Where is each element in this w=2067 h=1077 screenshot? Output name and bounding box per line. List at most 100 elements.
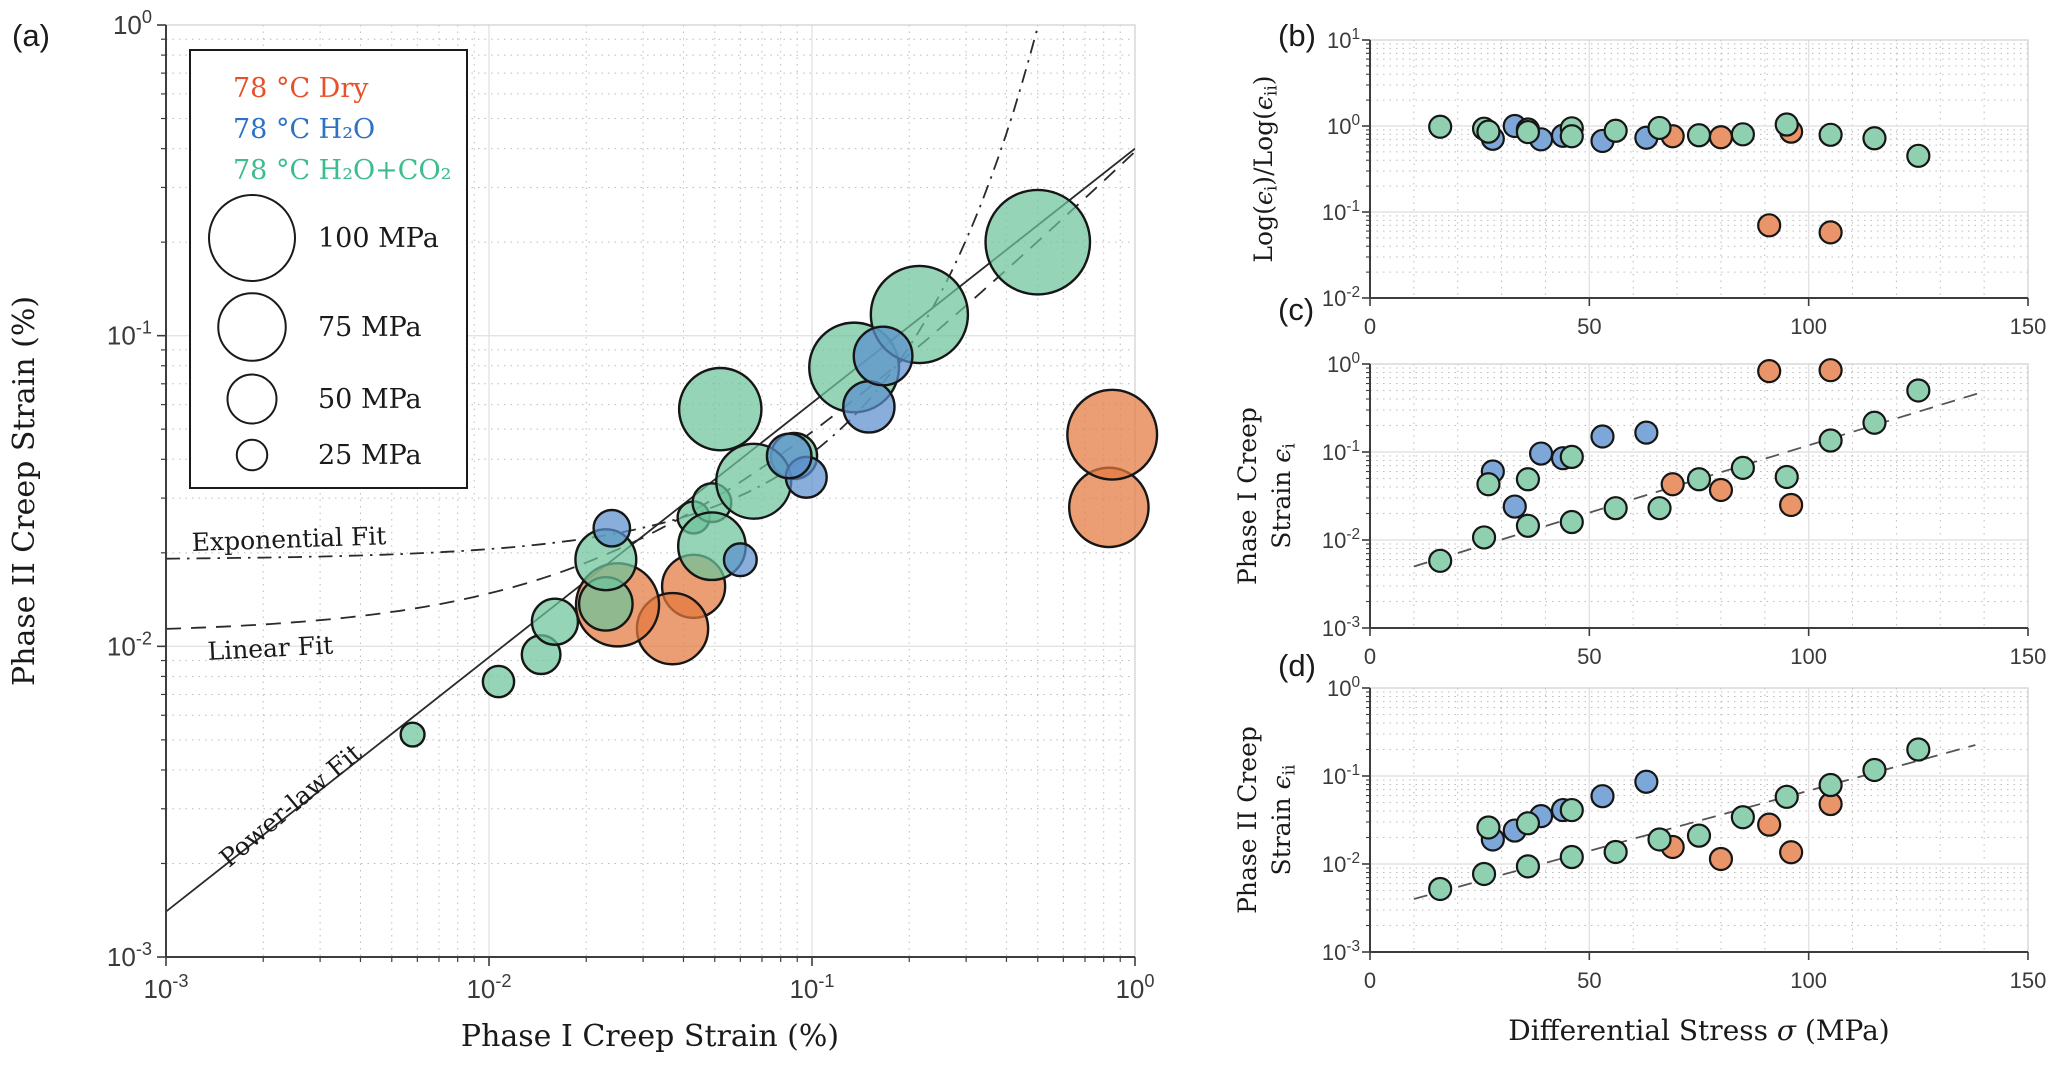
panel-d-ylabel-line1: Phase II Creep	[1233, 726, 1262, 914]
point-b-co2-95mpa	[1774, 112, 1799, 137]
panel-b-letter: (b)	[1278, 18, 1316, 53]
panel-c-xtick-150: 150	[2010, 644, 2047, 669]
power-law-fit-label: Power-law Fit	[214, 738, 367, 873]
point-d-co2-46mpa	[1559, 797, 1584, 823]
legend-size-label-25: 25 MPa	[318, 440, 422, 471]
point-d-co2-95mpa	[1774, 784, 1799, 809]
panel-d-xtick-150: 150	[2010, 968, 2047, 993]
panel-a-axes: 10-3 10-2 10-1 100 100 10-1 10-2 10-3	[107, 7, 1155, 1004]
point-d-co2-36mpa	[1515, 854, 1541, 879]
panel-c-xtick-50: 50	[1577, 644, 1601, 669]
panel-a-fits	[166, 25, 1135, 913]
panel-d-points	[1428, 737, 1931, 902]
panel-b-axes: 0 50 100 150 101 100 10-1 10-2	[1322, 26, 2047, 339]
point-c-dry-69mpa	[1660, 472, 1685, 497]
legend-series-co2: 78 °C H₂O+CO₂	[233, 155, 451, 186]
bubble-co2-125mpa	[984, 188, 1092, 296]
point-d-co2-115mpa	[1862, 757, 1887, 783]
panel-b-xtick-0: 0	[1364, 314, 1376, 339]
panel-d-letter: (d)	[1278, 648, 1316, 683]
point-d-dry-80mpa	[1708, 846, 1734, 872]
panel-c-ylabel-line2: Strain ϵi	[1267, 443, 1300, 549]
point-d-co2-75mpa	[1686, 823, 1712, 848]
panel-a-xtick-1e0: 100	[1115, 971, 1154, 1004]
panel-b: 0 50 100 150 101 100 10-1 10-2 Log(ϵi)/Log(ϵii)	[1249, 26, 2046, 339]
panel-b-ytick-1e-1: 10-1	[1322, 198, 1360, 225]
power-law-fit-line	[166, 147, 1135, 913]
point-c-co2-85mpa	[1730, 455, 1755, 480]
point-b-co2-27mpa	[1476, 119, 1501, 144]
point-d-co2-16mpa	[1428, 876, 1453, 902]
point-c-h2o-33mpa	[1502, 494, 1527, 519]
panel-c-axes: 0 50 100 150 100 10-1 10-2 10-3	[1322, 350, 2047, 669]
panel-d-ytick-1e-1: 10-1	[1322, 762, 1360, 789]
panel-d-ytick-1e0: 100	[1327, 674, 1360, 701]
panel-d-frame	[1369, 687, 2029, 953]
exponential-fit-line	[166, 25, 1040, 560]
legend-size-label-75: 75 MPa	[318, 312, 422, 343]
panel-a-xtick-1e-2: 10-2	[466, 971, 511, 1004]
point-b-dry-80mpa	[1708, 125, 1734, 150]
panel-b-ytick-1e-2: 10-2	[1322, 284, 1360, 311]
panel-c-grid	[1369, 363, 2029, 629]
legend-series-dry: 78 °C Dry	[233, 73, 369, 104]
point-b-co2-16mpa	[1428, 114, 1453, 139]
point-c-co2-46mpa	[1559, 509, 1584, 535]
panel-b-xtick-100: 100	[1790, 314, 1827, 339]
point-b-co2-66mpa	[1647, 115, 1672, 141]
panel-d-xtick-100: 100	[1790, 968, 1827, 993]
point-d-h2o-53mpa	[1590, 784, 1615, 809]
point-b-co2-85mpa	[1730, 122, 1755, 147]
panel-d-grid	[1369, 687, 2029, 953]
panel-c-letter: (c)	[1278, 292, 1315, 327]
point-c-co2-36mpa	[1515, 513, 1541, 538]
bubble-co2-16mpa	[399, 721, 426, 748]
panel-a-xtick-1e-3: 10-3	[143, 971, 188, 1004]
point-d-co2-26mpa	[1471, 861, 1497, 887]
panel-b-ylabel: Log(ϵi)/Log(ϵii)	[1249, 75, 1282, 262]
point-d-dry-91mpa	[1757, 812, 1782, 837]
bubble-co2-26mpa	[481, 664, 516, 699]
point-c-co2-115mpa	[1862, 410, 1887, 435]
bubble-h2o-44mpa	[765, 432, 813, 480]
linear-fit-label: Linear Fit	[207, 630, 334, 666]
panel-b-xtick-150: 150	[2010, 314, 2047, 339]
panel-a-ylabel: Phase II Creep Strain (%)	[7, 296, 42, 686]
panel-b-points	[1428, 112, 1931, 245]
point-b-dry-105mpa	[1818, 220, 1843, 245]
panel-c-ylabel-line1: Phase I Creep	[1233, 407, 1262, 585]
point-c-co2-56mpa	[1603, 496, 1628, 521]
point-b-co2-115mpa	[1862, 126, 1887, 151]
panel-a-xlabel: Phase I Creep Strain (%)	[461, 1019, 839, 1054]
bubble-co2-95mpa	[677, 366, 763, 452]
point-c-co2-36mpa	[1515, 467, 1541, 492]
point-b-co2-46mpa	[1559, 124, 1584, 149]
panel-d-xtick-0: 0	[1364, 968, 1376, 993]
point-d-co2-125mpa	[1906, 737, 1931, 762]
panel-c-ytick-1e0: 100	[1327, 350, 1360, 377]
point-c-dry-91mpa	[1757, 359, 1782, 384]
panel-b-frame	[1369, 39, 2029, 299]
panel-a-legend: 78 °C Dry 78 °C H₂O 78 °C H₂O+CO₂ 100 MPa 75…	[189, 49, 468, 489]
point-d-h2o-63mpa	[1634, 769, 1659, 794]
point-c-dry-80mpa	[1708, 477, 1734, 503]
point-b-co2-75mpa	[1686, 123, 1712, 148]
panel-a-ytick-1e-1: 10-1	[107, 318, 152, 351]
point-d-co2-56mpa	[1603, 839, 1628, 865]
point-b-co2-36mpa	[1515, 119, 1541, 145]
panel-a-ytick-1e0: 100	[113, 7, 152, 40]
legend-series-h2o: 78 °C H₂O	[233, 114, 375, 145]
legend-size-label-100: 100 MPa	[318, 223, 439, 254]
point-b-co2-125mpa	[1906, 143, 1931, 168]
point-c-co2-105mpa	[1818, 428, 1843, 453]
panel-d: 0 50 100 150 100 10-1 10-2 10-3 Phase II Creep St…	[1233, 674, 2046, 1047]
legend-size-circle-75	[217, 292, 287, 362]
legend-size-circle-50	[226, 373, 278, 425]
panel-b-xtick-50: 50	[1577, 314, 1601, 339]
panel-c-xtick-100: 100	[1790, 644, 1827, 669]
legend-size-circle-100	[208, 194, 296, 282]
panel-a-bubbles	[399, 188, 1159, 748]
point-d-dry-96mpa	[1779, 840, 1804, 865]
point-d-co2-85mpa	[1730, 805, 1755, 830]
